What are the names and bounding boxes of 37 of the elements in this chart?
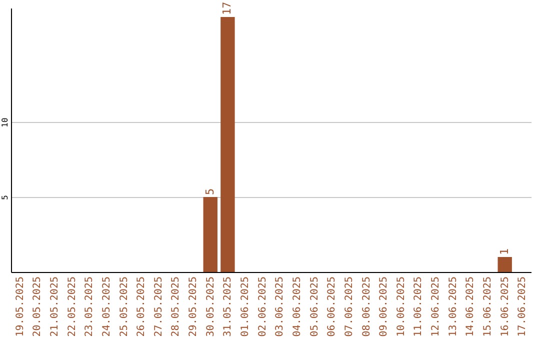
data-label: 1 xyxy=(498,248,511,255)
x-tick-label: 17.06.2025 xyxy=(517,276,528,337)
x-tick-label: 23.05.2025 xyxy=(84,276,96,337)
x-tick-label: 20.05.2025 xyxy=(32,276,44,337)
x-tick-label: 31.05.2025 xyxy=(222,276,234,337)
x-tick-label: 26.05.2025 xyxy=(136,276,148,337)
x-tick-label: 25.05.2025 xyxy=(118,276,130,337)
x-tick-label: 15.06.2025 xyxy=(482,276,494,337)
x-tick-label: 08.06.2025 xyxy=(361,276,372,337)
x-tick-label: 07.06.2025 xyxy=(344,276,355,337)
x-tick-label: 19.05.2025 xyxy=(14,276,26,337)
x-tick-label: 29.05.2025 xyxy=(188,276,200,337)
x-tick-label: 09.06.2025 xyxy=(378,276,390,337)
x-tick-label: 11.06.2025 xyxy=(413,276,424,337)
x-tick-label: 24.05.2025 xyxy=(101,276,112,337)
x-tick-label: 13.06.2025 xyxy=(448,276,459,337)
x-tick-label: 28.05.2025 xyxy=(170,276,182,337)
x-tick-label: 01.06.2025 xyxy=(240,276,252,337)
x-tick-label: 10.06.2025 xyxy=(396,276,407,337)
bar xyxy=(220,17,235,272)
x-tick-label: 05.06.2025 xyxy=(309,276,320,337)
y-tick-label: 10 xyxy=(0,118,10,128)
x-tick-label: 06.06.2025 xyxy=(326,276,338,337)
x-tick-label: 03.06.2025 xyxy=(274,276,286,337)
x-tick-label: 22.05.2025 xyxy=(66,276,78,337)
x-tick-label: 21.05.2025 xyxy=(49,276,60,337)
x-tick-label: 27.05.2025 xyxy=(153,276,164,337)
x-tick-label: 30.05.2025 xyxy=(205,276,216,337)
data-label: 5 xyxy=(203,188,216,195)
x-tick-label: 14.06.2025 xyxy=(465,276,476,337)
x-tick-label: 16.06.2025 xyxy=(500,276,511,337)
x-tick-label: 04.06.2025 xyxy=(292,276,303,337)
x-tick-label: 12.06.2025 xyxy=(430,276,442,337)
bar xyxy=(498,257,512,272)
data-label: 17 xyxy=(220,2,234,15)
bar xyxy=(203,197,218,272)
x-tick-label: 02.06.2025 xyxy=(257,276,268,337)
